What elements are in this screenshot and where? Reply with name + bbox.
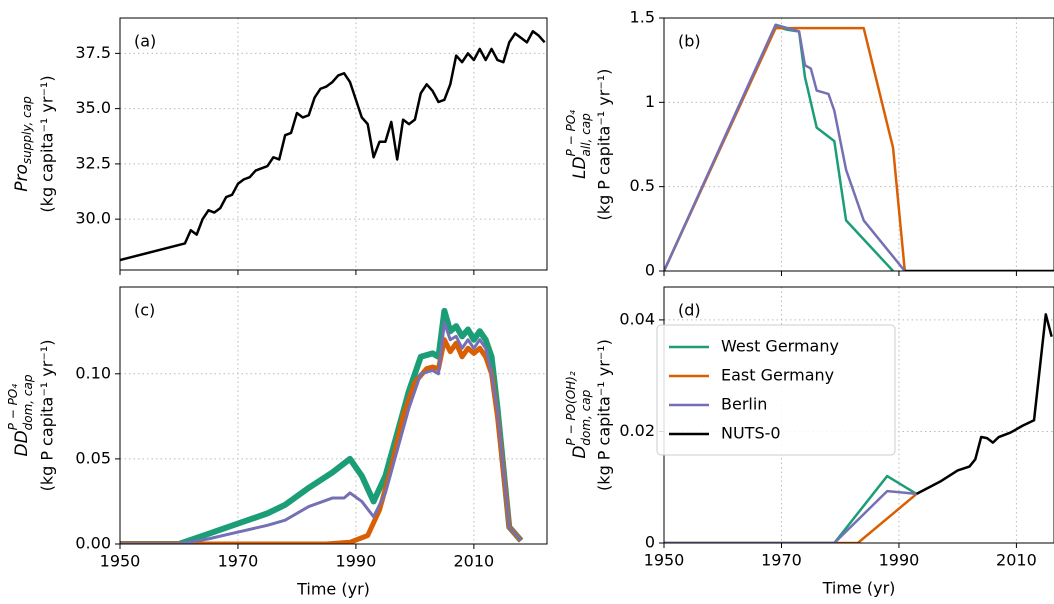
y-tick-label: 32.5 — [75, 153, 111, 172]
y-axis-label: LDP − PO₄all, cap — [564, 110, 593, 179]
series-line — [120, 337, 523, 544]
plot-area — [120, 307, 524, 544]
plot-area — [664, 313, 1053, 543]
y-tick-label: 0.05 — [75, 448, 111, 467]
panel-label: (b) — [678, 32, 701, 51]
y-label-sub: all, cap — [579, 113, 593, 157]
series-line — [664, 474, 918, 543]
x-tick-label: 2010 — [454, 552, 495, 571]
panel-label: (d) — [678, 301, 701, 320]
y-tick-label: 0 — [645, 261, 655, 280]
y-tick-label: 1 — [645, 92, 655, 111]
y-tick-label: 37.5 — [75, 43, 111, 62]
x-tick-label: 2010 — [996, 551, 1037, 570]
legend-label: NUTS-0 — [721, 424, 781, 443]
y-tick-label: 1.5 — [630, 8, 655, 27]
y-axis-unit: (kg P capita⁻¹ yr⁻¹) — [595, 69, 614, 221]
series-line — [664, 492, 918, 543]
legend-box — [656, 324, 896, 456]
panel-label: (a) — [134, 32, 156, 51]
x-tick-label: 1950 — [644, 551, 685, 570]
y-tick-label: 30.0 — [75, 209, 111, 228]
series-line — [664, 26, 907, 271]
x-tick-label: 1990 — [879, 551, 920, 570]
plot-area — [664, 23, 1054, 271]
y-label-sub: supply, cap — [20, 96, 34, 164]
y-label-main: Pro — [12, 164, 32, 192]
series-line — [120, 307, 524, 544]
x-axis-label: Time (yr) — [822, 579, 896, 598]
series-line — [120, 321, 523, 544]
x-axis-label: Time (yr) — [296, 580, 370, 599]
y-tick-label: 0.10 — [75, 363, 111, 382]
x-tick-label: 1950 — [100, 552, 141, 571]
y-tick-label: 0.5 — [630, 176, 655, 195]
series-line — [664, 25, 894, 271]
y-label-sup: P − PO₄ — [564, 110, 578, 157]
legend-label: Berlin — [721, 395, 767, 414]
axes-frame — [119, 286, 548, 545]
y-tick-label: 35.0 — [75, 98, 111, 117]
x-tick-label: 1990 — [336, 552, 377, 571]
y-tick-label: 0.00 — [75, 534, 111, 553]
series-line — [120, 30, 546, 262]
series-line — [664, 489, 917, 543]
y-label-sub: dom, cap — [21, 374, 35, 430]
y-label-main: DD — [12, 430, 32, 456]
series-line — [915, 313, 1053, 496]
panel-label: (c) — [134, 301, 155, 320]
y-tick-label: 0 — [645, 533, 655, 552]
y-label-sup: P − PO₄ — [6, 384, 20, 431]
legend-label: East Germany — [721, 366, 834, 385]
y-axis-unit: (kg P capita⁻¹ yr⁻¹) — [595, 339, 614, 491]
y-axis-label: DP − PO(OH)₂dom, cap — [564, 371, 593, 459]
plot-area — [120, 30, 546, 262]
y-axis-unit: (kg P capita⁻¹ yr⁻¹) — [38, 340, 57, 492]
legend-label: West Germany — [721, 337, 839, 356]
x-tick-label: 1970 — [761, 551, 802, 570]
y-label-main: D — [570, 446, 590, 459]
series-line — [664, 23, 906, 271]
y-tick-label: 0.04 — [619, 309, 655, 328]
y-axis-label: Prosupply, cap — [12, 96, 34, 192]
y-label-sub: dom, cap — [579, 389, 593, 445]
y-label-sup: P − PO(OH)₂ — [564, 371, 578, 445]
y-tick-label: 0.02 — [619, 421, 655, 440]
axes-frame — [119, 17, 548, 271]
y-label-main: LD — [570, 156, 590, 179]
axes-frame — [663, 17, 1054, 272]
x-tick-label: 1970 — [218, 552, 259, 571]
y-axis-unit: (kg capita⁻¹ yr⁻¹) — [38, 75, 57, 212]
y-axis-label: DDP − PO₄dom, cap — [6, 374, 35, 456]
